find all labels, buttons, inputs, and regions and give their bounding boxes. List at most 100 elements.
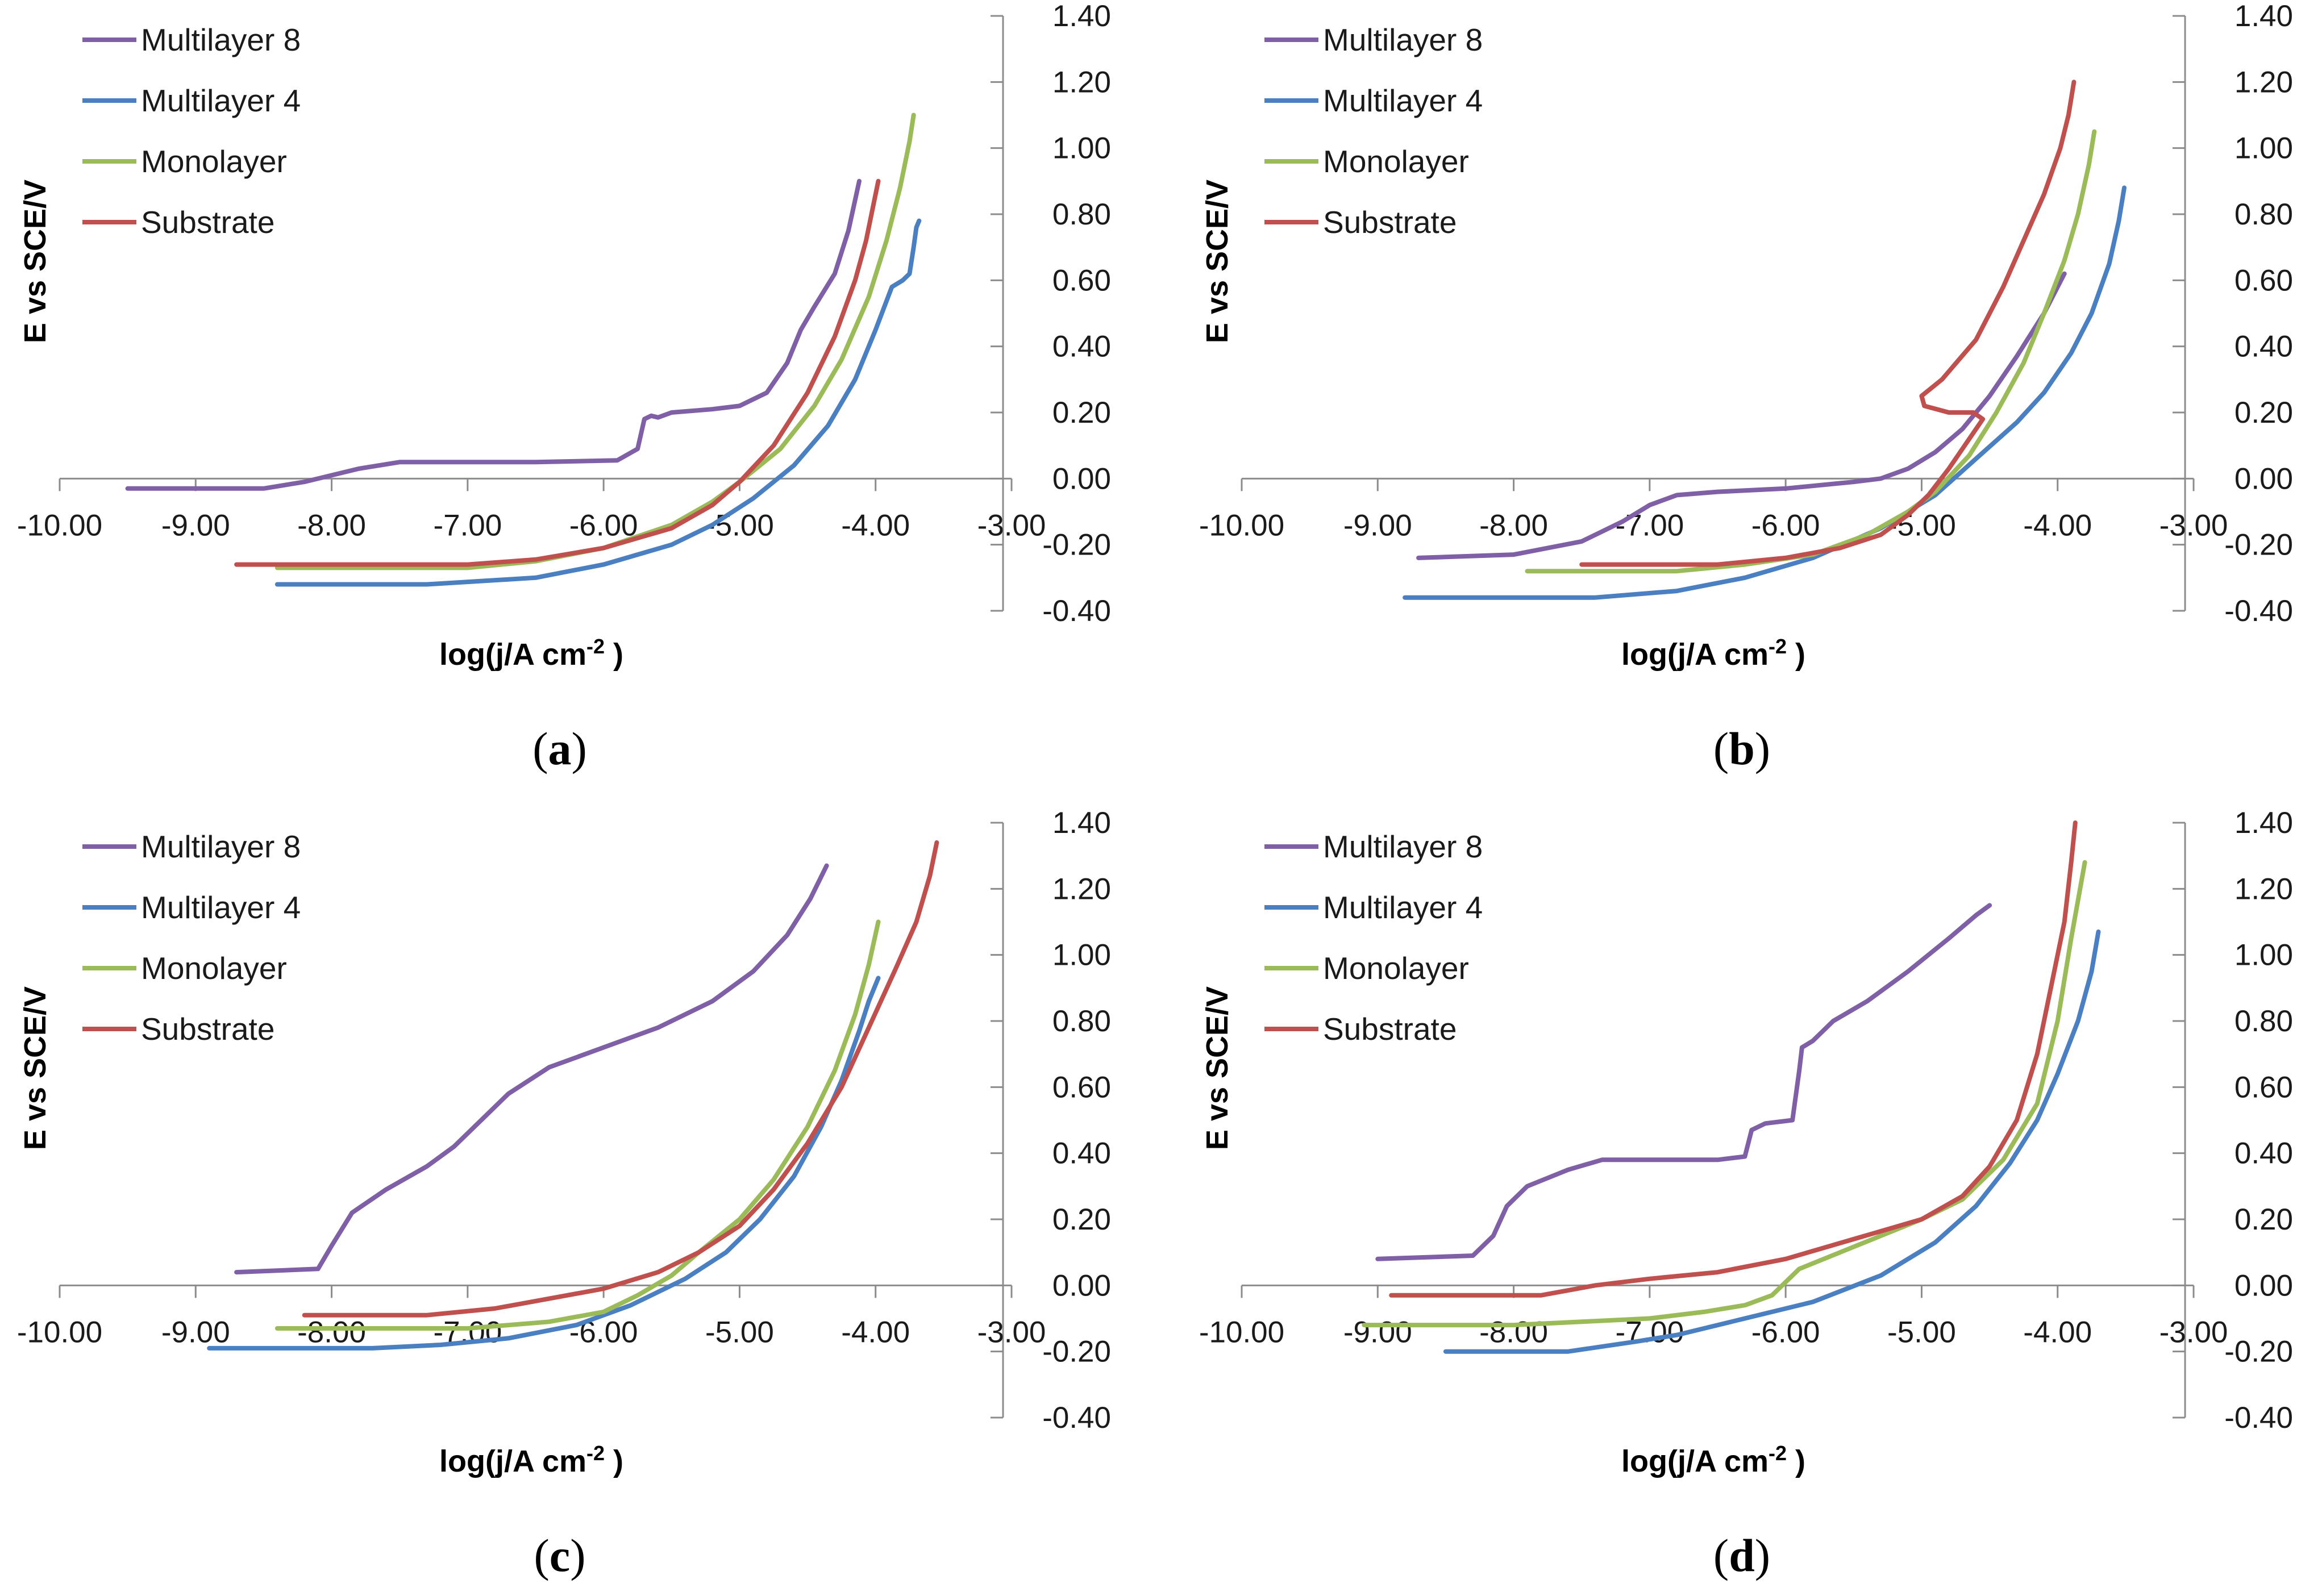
x-tick-label: -3.00 <box>977 509 1046 542</box>
y-tick-label: -0.40 <box>1042 1401 1111 1435</box>
y-tick-label: 0.40 <box>2235 1137 2293 1170</box>
chart-panel-a: -10.00 -9.00 -8.00 -7.00 -6.00 -5.00 -4.00 -3.0… <box>17 0 1111 774</box>
x-axis-title-superscript: -2 <box>1769 1441 1787 1465</box>
y-tick-label: -0.20 <box>1042 528 1111 562</box>
legend-label-monolayer: Monolayer <box>141 951 287 986</box>
x-tick-label: -10.00 <box>1199 509 1284 542</box>
y-tick-label: -0.20 <box>1042 1335 1111 1369</box>
series-line-multilayer-8 <box>1375 903 1992 1261</box>
y-tick-label: 0.00 <box>2235 1269 2293 1302</box>
panel-label: (a) <box>532 723 587 774</box>
panel-label-letter: a <box>548 723 572 774</box>
x-axis-title-close: ) <box>605 1444 623 1478</box>
x-tick-label: -8.00 <box>297 1315 366 1349</box>
x-tick-label: -5.00 <box>705 509 774 542</box>
legend-label-multilayer-4: Multilayer 4 <box>141 83 301 118</box>
legend-label-substrate: Substrate <box>1323 205 1457 240</box>
x-axis-title: log(j/A cm-2 ) <box>1621 635 1805 672</box>
y-tick-label: 0.00 <box>1052 462 1111 495</box>
y-tick-label: 1.20 <box>1052 65 1111 99</box>
series-line-multilayer-8 <box>1416 271 2067 560</box>
panel-label-close-paren: ) <box>1755 723 1770 774</box>
x-tick-label: -3.00 <box>977 1315 1046 1349</box>
x-tick-label: -5.00 <box>705 1315 774 1349</box>
x-tick-label: -4.00 <box>841 509 910 542</box>
y-tick-label: 0.40 <box>1052 330 1111 364</box>
legend-label-substrate: Substrate <box>141 205 274 240</box>
x-tick-label: -3.00 <box>2159 509 2228 542</box>
x-tick-label: -8.00 <box>297 509 366 542</box>
legend-label-substrate: Substrate <box>1323 1011 1457 1047</box>
y-axis-title: E vs SCE/V <box>1200 180 1234 343</box>
y-tick-label: 0.60 <box>1052 1070 1111 1104</box>
series-line-multilayer-4 <box>274 218 922 587</box>
x-axis-title-superscript: -2 <box>1769 635 1787 658</box>
x-axis-title-main: log(j/A cm <box>1621 1444 1769 1478</box>
y-tick-label: 0.80 <box>2235 1005 2293 1038</box>
x-axis-title-close: ) <box>1787 637 1805 672</box>
y-tick-label: 0.00 <box>2235 462 2293 495</box>
x-tick-label: -7.00 <box>433 509 502 542</box>
y-axis-title: E vs SCE/V <box>1200 986 1234 1150</box>
x-tick-label: -10.00 <box>1199 1315 1284 1349</box>
y-tick-label: 1.40 <box>1052 0 1111 33</box>
y-tick-label: 1.40 <box>2235 0 2293 33</box>
series-line-substrate <box>234 178 881 567</box>
y-tick-label: 1.20 <box>1052 872 1111 906</box>
legend-label-multilayer-8: Multilayer 8 <box>1323 829 1483 864</box>
y-tick-label: 1.00 <box>1052 939 1111 972</box>
x-tick-label: -10.00 <box>17 509 102 542</box>
series-line-multilayer-8 <box>125 178 862 491</box>
x-tick-label: -8.00 <box>1479 509 1548 542</box>
series-line-substrate <box>1389 820 2078 1298</box>
x-axis-title: log(j/A cm-2 ) <box>1621 1441 1805 1478</box>
x-tick-label: -5.00 <box>1887 1315 1956 1349</box>
y-tick-label: -0.20 <box>2224 528 2293 562</box>
legend-label-monolayer: Monolayer <box>141 144 287 179</box>
y-tick-label: 1.40 <box>1052 806 1111 840</box>
y-tick-label: 0.80 <box>1052 1005 1111 1038</box>
panel-label: (b) <box>1713 723 1770 774</box>
y-tick-label: 1.00 <box>2235 939 2293 972</box>
x-tick-label: -6.00 <box>569 1315 638 1349</box>
x-tick-label: -8.00 <box>1479 1315 1548 1349</box>
series-line-multilayer-4 <box>207 976 881 1351</box>
series-line-multilayer-8 <box>234 863 829 1275</box>
chart-panel-b: -10.00 -9.00 -8.00 -7.00 -6.00 -5.00 -4.00 -3.0… <box>1199 0 2293 774</box>
y-tick-label: 0.40 <box>2235 330 2293 364</box>
legend-label-multilayer-8: Multilayer 8 <box>1323 22 1483 57</box>
x-tick-label: -4.00 <box>2023 509 2092 542</box>
series-line-monolayer <box>274 919 881 1331</box>
panel-label-close-paren: ) <box>1755 1530 1770 1581</box>
y-tick-label: 0.20 <box>2235 1203 2293 1236</box>
y-axis-title: E vs SCE/V <box>18 986 52 1150</box>
series-line-substrate <box>302 840 939 1318</box>
y-axis-title: E vs SCE/V <box>18 180 52 343</box>
y-tick-label: 1.20 <box>2235 65 2293 99</box>
panel-label-letter: b <box>1729 723 1755 774</box>
legend-label-multilayer-8: Multilayer 8 <box>141 829 301 864</box>
y-tick-label: 0.60 <box>2235 1070 2293 1104</box>
legend-label-multilayer-4: Multilayer 4 <box>141 890 301 925</box>
y-tick-label: 0.60 <box>2235 264 2293 297</box>
series-line-multilayer-4 <box>1443 929 2101 1354</box>
x-axis-title-main: log(j/A cm <box>439 1444 586 1478</box>
y-tick-label: 1.20 <box>2235 872 2293 906</box>
legend-label-substrate: Substrate <box>141 1011 274 1047</box>
legend-label-monolayer: Monolayer <box>1323 951 1469 986</box>
x-tick-label: -6.00 <box>1751 1315 1820 1349</box>
panel-label-open-paren: ( <box>1713 723 1729 774</box>
y-tick-label: 1.00 <box>2235 132 2293 165</box>
series-line-monolayer <box>274 112 916 570</box>
legend-label-multilayer-4: Multilayer 4 <box>1323 890 1483 925</box>
x-axis-title-superscript: -2 <box>586 635 605 658</box>
series-line-monolayer <box>1525 129 2097 574</box>
chart-panel-d: -10.00 -9.00 -8.00 -7.00 -6.00 -5.00 -4.00 -3.0… <box>1199 806 2293 1581</box>
series-line-multilayer-4 <box>1403 185 2127 600</box>
x-tick-label: -7.00 <box>1615 509 1684 542</box>
y-tick-label: 1.00 <box>1052 132 1111 165</box>
x-tick-label: -5.00 <box>1887 509 1956 542</box>
y-tick-label: -0.40 <box>2224 594 2293 628</box>
x-tick-label: -6.00 <box>1751 509 1820 542</box>
